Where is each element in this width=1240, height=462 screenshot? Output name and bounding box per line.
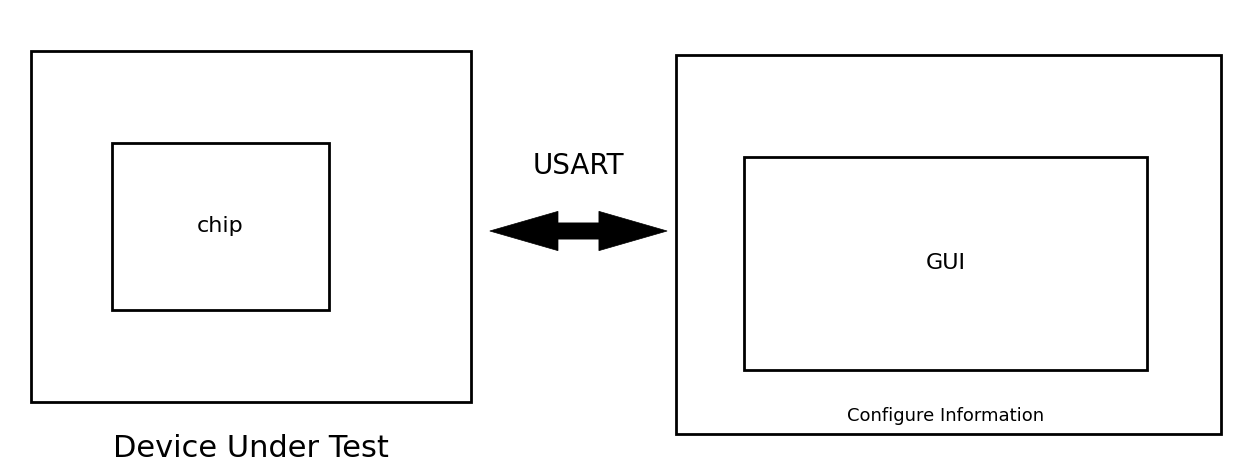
Text: USART: USART (533, 152, 624, 180)
Bar (676, 55, 1221, 434)
Text: Configure Information: Configure Information (847, 407, 1044, 425)
Text: GUI: GUI (925, 253, 966, 274)
Bar (744, 157, 1147, 370)
Text: Device Under Test: Device Under Test (113, 434, 389, 462)
Text: chip: chip (197, 216, 243, 237)
Bar (31, 51, 471, 402)
Polygon shape (490, 212, 667, 250)
Bar (112, 143, 329, 310)
